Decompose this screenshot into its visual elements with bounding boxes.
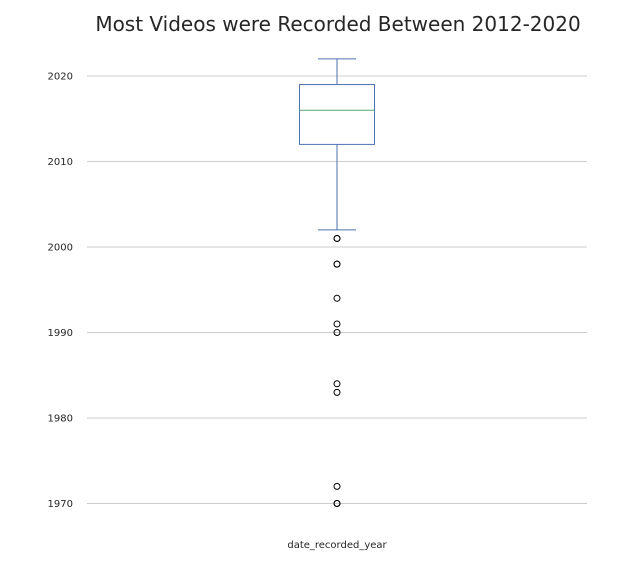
outlier-point bbox=[333, 500, 341, 507]
outlier-points bbox=[333, 234, 341, 507]
outlier-point bbox=[333, 234, 341, 242]
iqr-box bbox=[299, 84, 375, 145]
outlier-point bbox=[333, 329, 341, 336]
y-tick-label: 2000 bbox=[48, 243, 73, 254]
y-tick-label: 1980 bbox=[48, 414, 73, 425]
outlier-point bbox=[333, 380, 341, 388]
chart-title: Most Videos were Recorded Between 2012-2… bbox=[95, 12, 580, 36]
x-axis-label: date_recorded_year bbox=[287, 540, 387, 551]
outlier-point bbox=[333, 388, 341, 396]
box-plot bbox=[299, 58, 375, 231]
y-tick-labels: 1970 1980 1990 2000 2010 2020 bbox=[48, 72, 73, 511]
outlier-point bbox=[333, 482, 341, 490]
outlier-point bbox=[333, 320, 341, 328]
y-tick-label: 1990 bbox=[48, 328, 73, 339]
y-tick-label: 2020 bbox=[48, 72, 73, 83]
outlier-point bbox=[333, 260, 341, 268]
outlier-point bbox=[333, 294, 341, 302]
grid-layer bbox=[87, 75, 587, 504]
y-tick-label: 1970 bbox=[48, 499, 73, 510]
y-tick-label: 2010 bbox=[48, 157, 73, 168]
